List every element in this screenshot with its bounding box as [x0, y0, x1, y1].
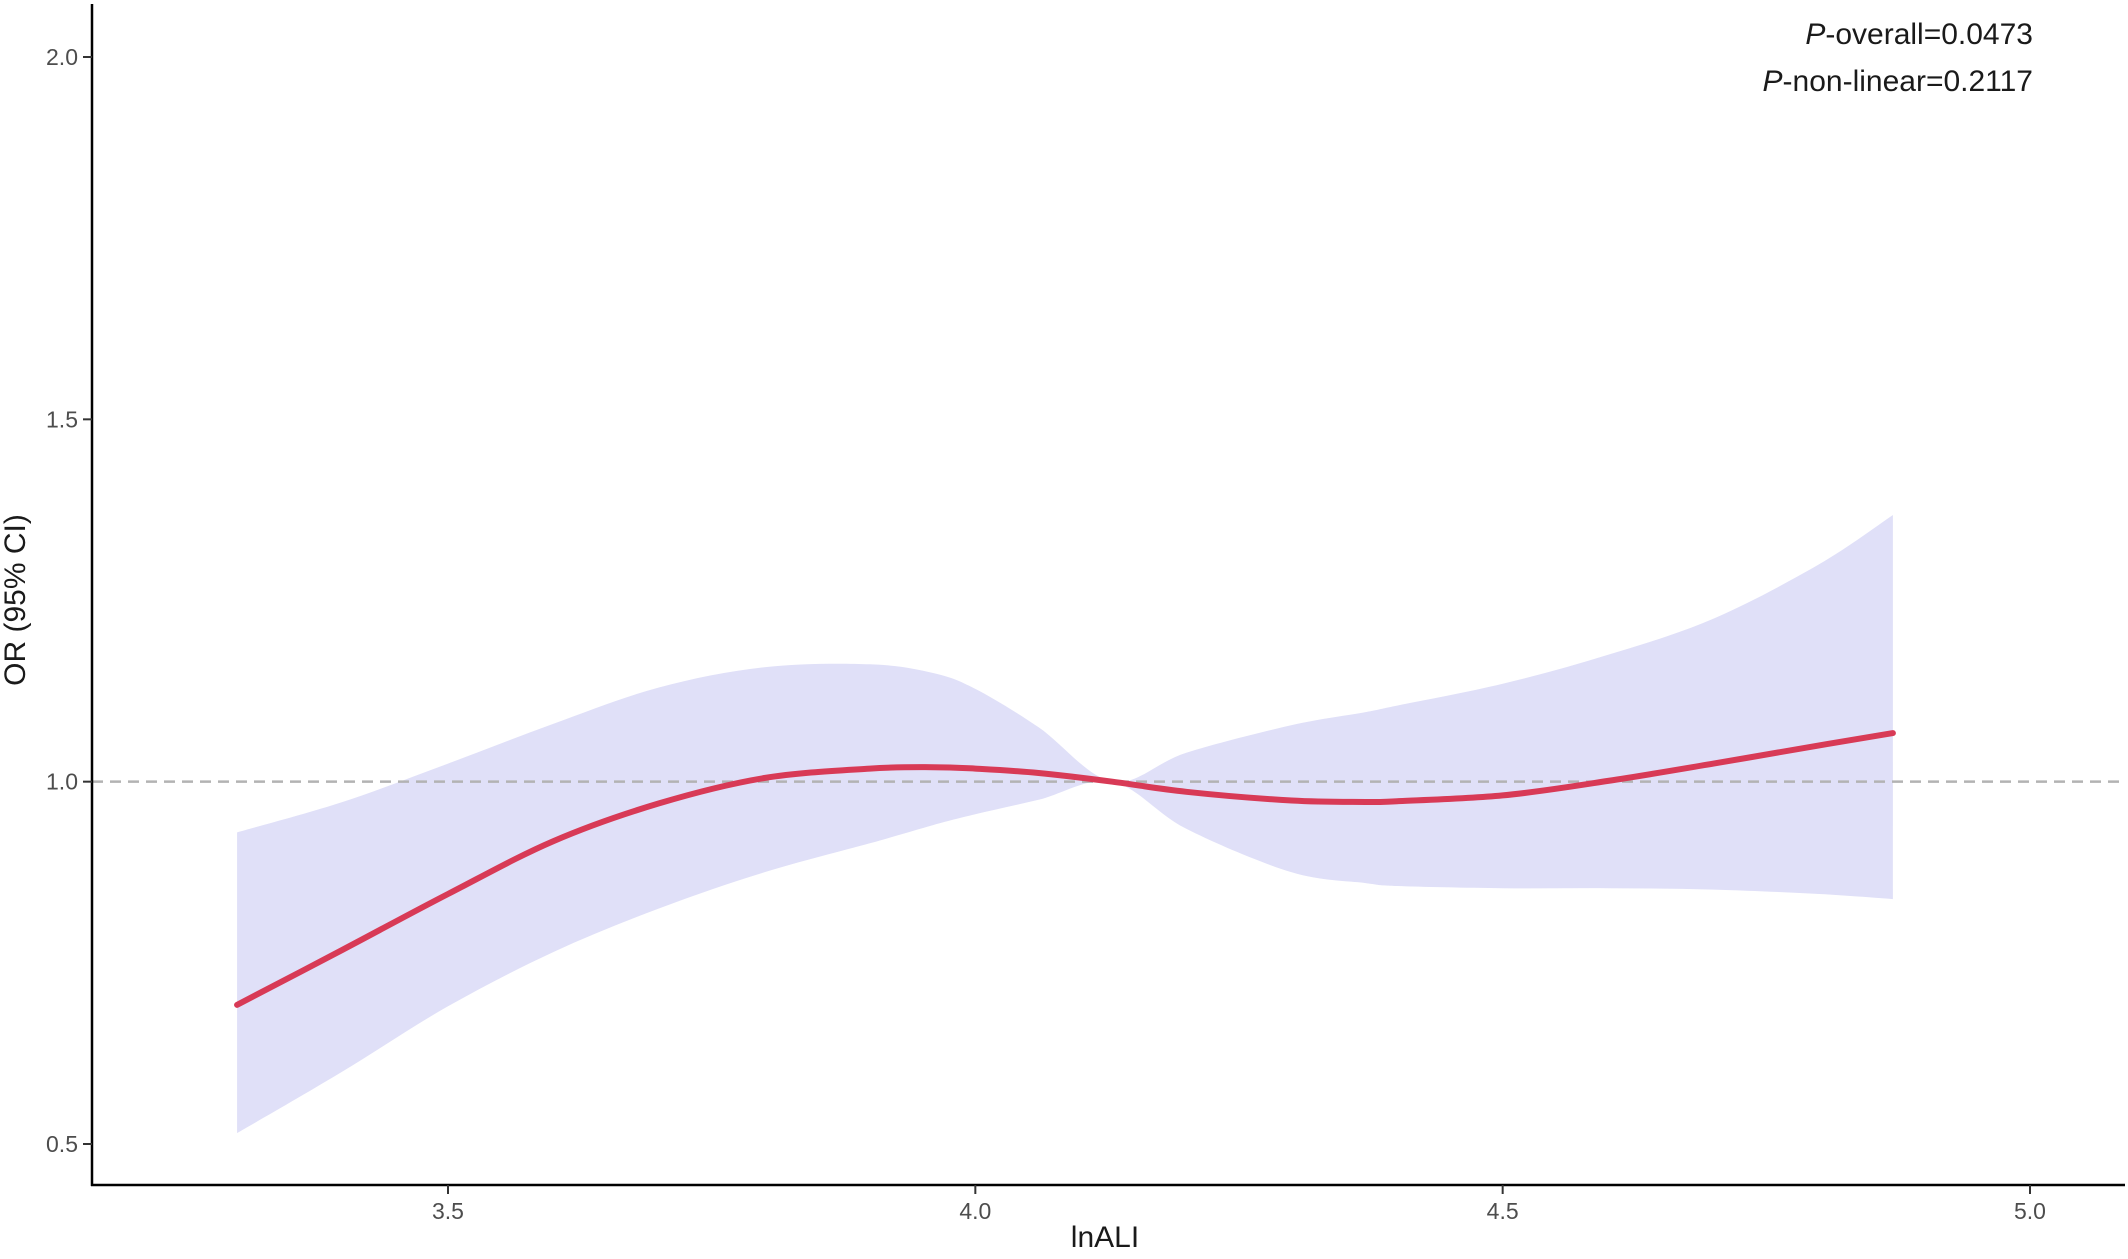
confidence-band [237, 515, 1893, 1134]
x-tick-label: 5.0 [2014, 1198, 2046, 1224]
p-nonlinear-annotation: P-non-linear=0.2117 [1763, 65, 2033, 98]
y-axis-title: OR (95% CI) [0, 514, 32, 686]
x-tick-label: 3.5 [432, 1198, 464, 1224]
axes: 0.5 1.0 1.5 2.0 3.5 4.0 4.5 5.0 [46, 4, 2125, 1224]
y-tick-label: 0.5 [46, 1131, 78, 1157]
p-symbol: P [1805, 18, 1825, 51]
p-overall-annotation: P-overall=0.0473 [1805, 18, 2033, 51]
plot-area [92, 515, 2125, 1134]
p-value-text: -overall=0.0473 [1825, 18, 2033, 51]
x-tick-label: 4.0 [959, 1198, 991, 1224]
y-tick-label: 1.5 [46, 406, 78, 432]
p-value-text: -non-linear=0.2117 [1783, 65, 2033, 98]
x-axis-title: lnALI [1071, 1221, 1139, 1254]
y-tick-label: 1.0 [46, 769, 78, 795]
y-tick-label: 2.0 [46, 44, 78, 70]
p-symbol: P [1763, 65, 1783, 98]
x-tick-label: 4.5 [1487, 1198, 1519, 1224]
or-curve [234, 730, 1896, 1008]
